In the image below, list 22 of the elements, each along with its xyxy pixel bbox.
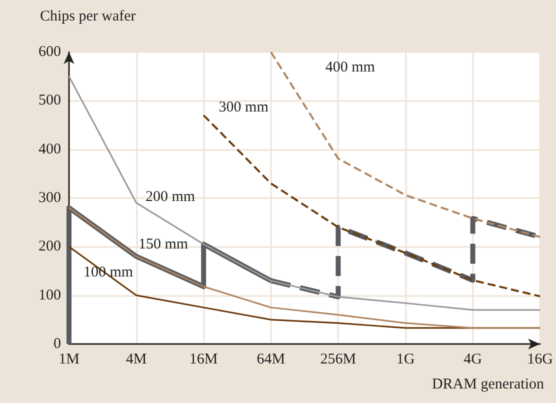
x-tick-label: 256M: [320, 352, 356, 368]
x-tick-label: 4G: [464, 352, 482, 368]
y-tick-label: 400: [38, 141, 61, 158]
x-tick-label: 4M: [126, 352, 147, 368]
x-tick-label: 16G: [527, 352, 554, 368]
y-tick-label: 600: [38, 44, 61, 60]
x-tick-label: 1G: [396, 352, 415, 368]
x-tick-label: 16M: [189, 352, 218, 368]
x-tick-label: 64M: [256, 352, 286, 368]
series-label: 150 mm: [138, 236, 188, 252]
y-tick-label: 500: [38, 92, 61, 109]
series-label: 300 mm: [218, 99, 269, 116]
y-axis-title: Chips per wafer: [40, 8, 136, 24]
y-tick-label: 300: [38, 190, 61, 206]
y-tick-label: 100: [38, 287, 61, 304]
x-tick-label: 1M: [58, 352, 80, 368]
text: 400 mm: [325, 60, 376, 76]
series-label: 100 mm: [84, 264, 134, 280]
y-tick-label: 200: [38, 238, 61, 255]
series-label: 200 mm: [146, 188, 196, 205]
x-axis-title: DRAM generation: [432, 376, 544, 392]
y-tick-label: 0: [54, 336, 61, 352]
